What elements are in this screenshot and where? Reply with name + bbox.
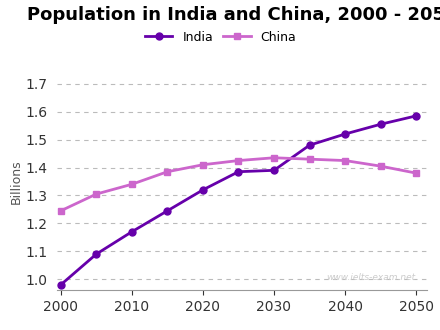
- Line: India: India: [57, 113, 420, 288]
- India: [378, 122, 383, 126]
- Text: www.ielts-exam.net: www.ielts-exam.net: [326, 273, 416, 282]
- Y-axis label: Billions: Billions: [10, 159, 22, 204]
- China: [236, 159, 241, 163]
- India: [307, 143, 312, 147]
- China: [129, 182, 135, 186]
- India: [236, 170, 241, 174]
- Legend: India, China: India, China: [145, 31, 296, 44]
- India: [414, 114, 419, 118]
- India: [129, 230, 135, 234]
- India: [271, 168, 277, 172]
- China: [378, 164, 383, 168]
- India: [200, 188, 205, 192]
- China: [414, 171, 419, 175]
- India: [165, 209, 170, 213]
- China: [165, 170, 170, 174]
- China: [342, 159, 348, 163]
- Line: China: China: [57, 154, 420, 214]
- China: [58, 209, 63, 213]
- China: [271, 156, 277, 160]
- Title: Population in India and China, 2000 - 2050: Population in India and China, 2000 - 20…: [27, 6, 440, 24]
- India: [94, 252, 99, 256]
- India: [342, 132, 348, 136]
- India: [58, 283, 63, 287]
- China: [200, 163, 205, 167]
- China: [94, 192, 99, 196]
- China: [307, 157, 312, 161]
